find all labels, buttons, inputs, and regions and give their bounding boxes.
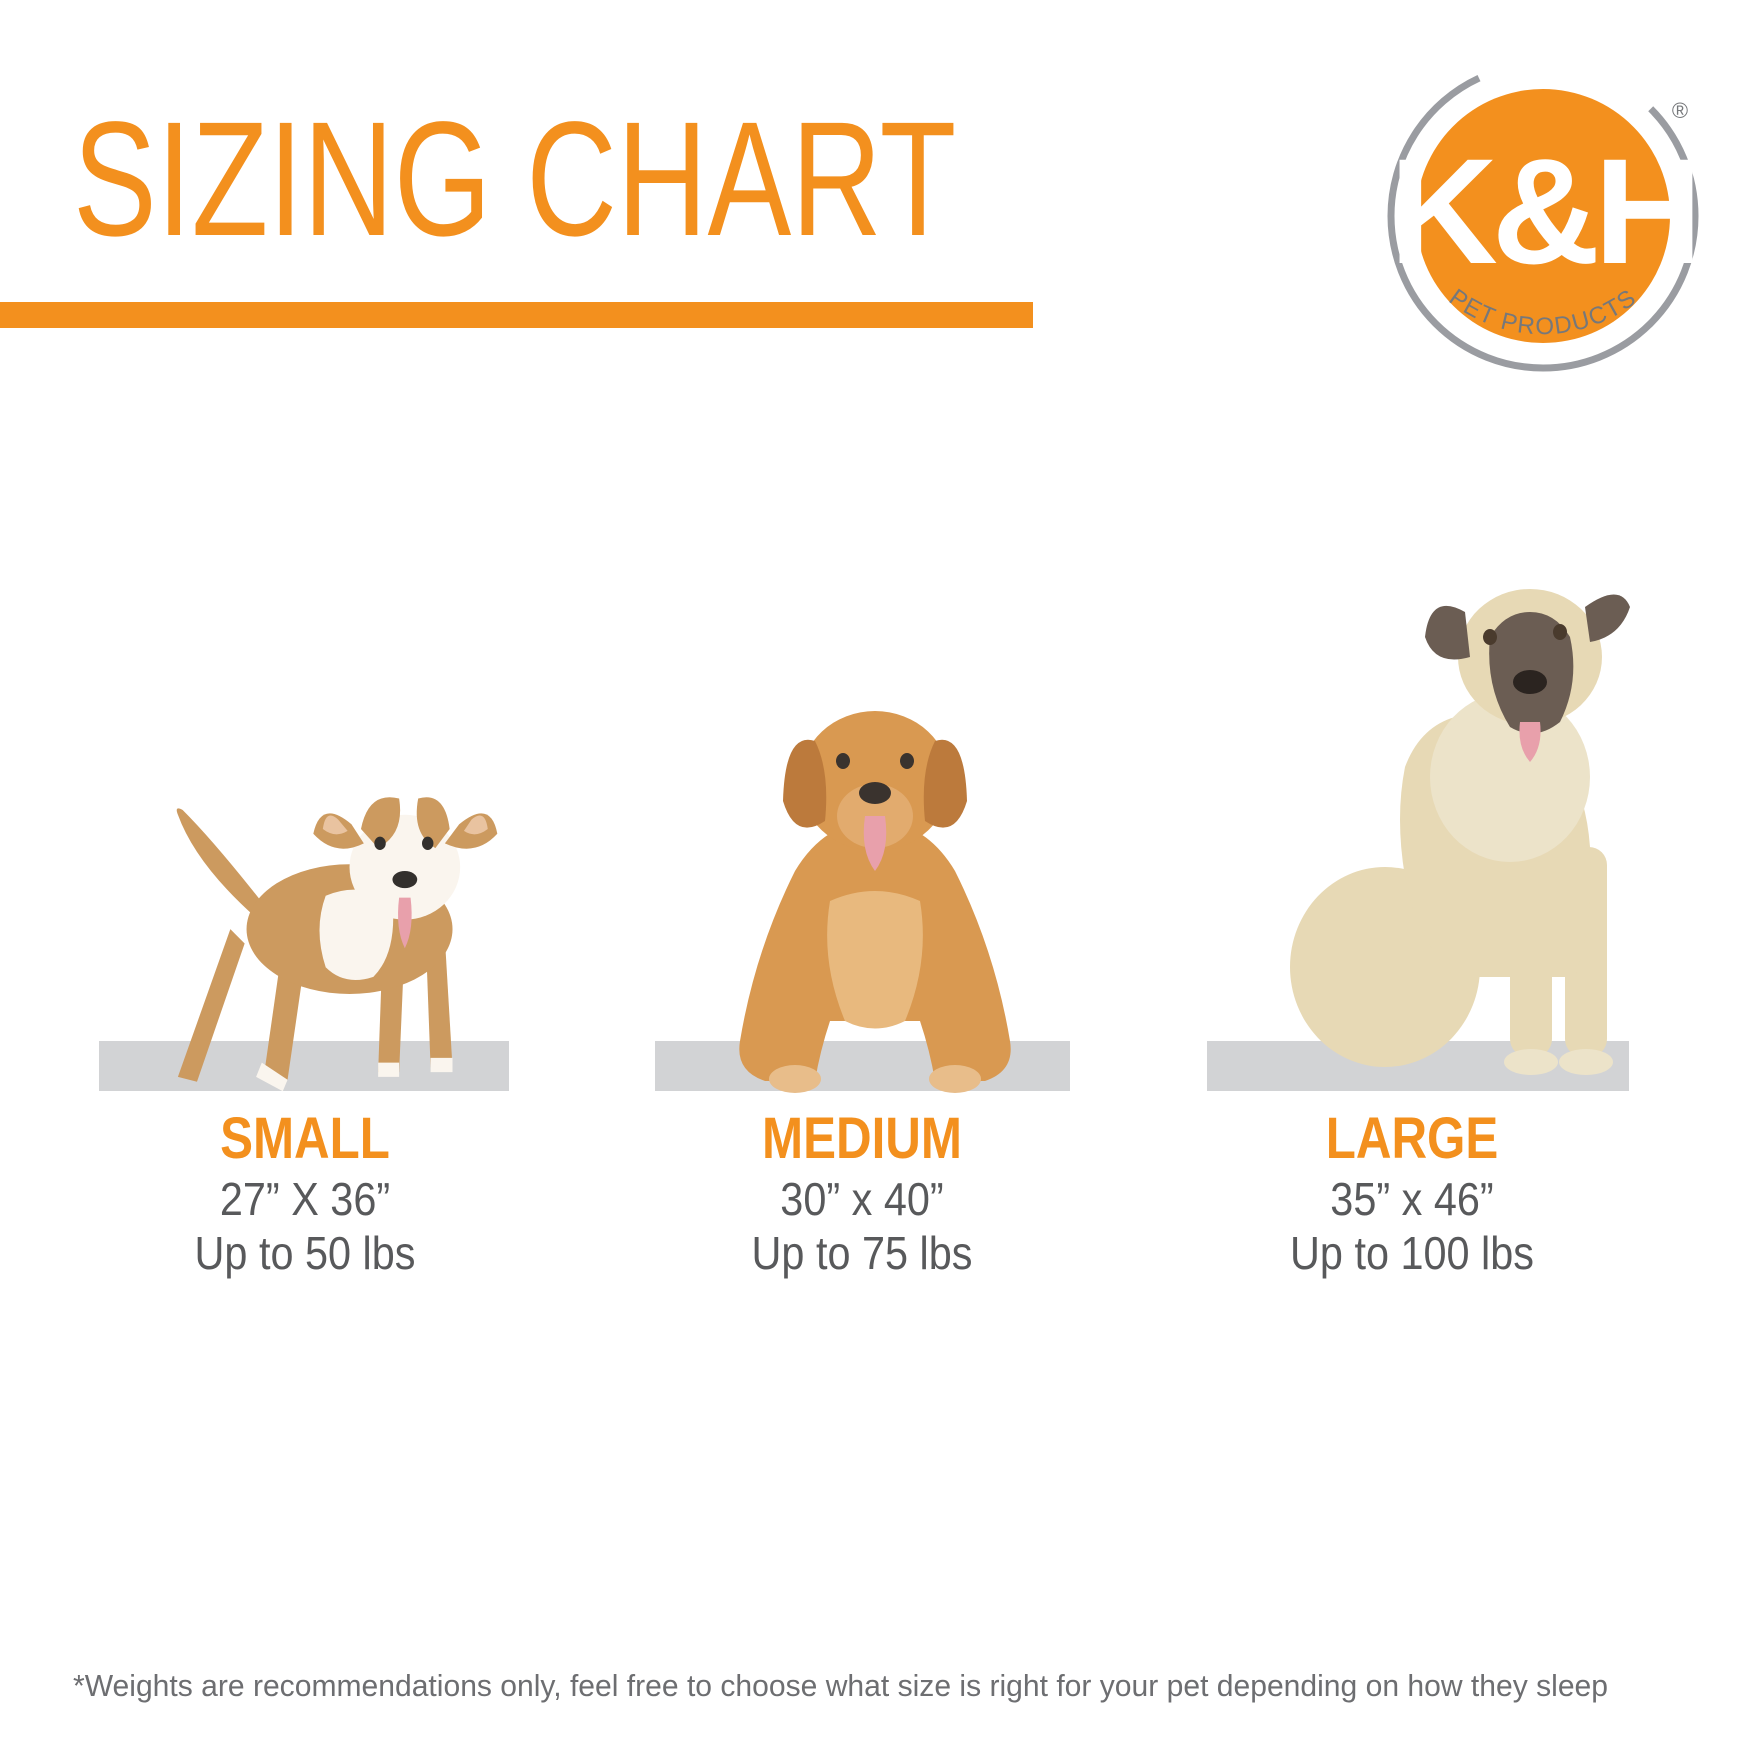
svg-text:®: ® [1672, 98, 1688, 123]
svg-text:K&H: K&H [1390, 127, 1697, 295]
